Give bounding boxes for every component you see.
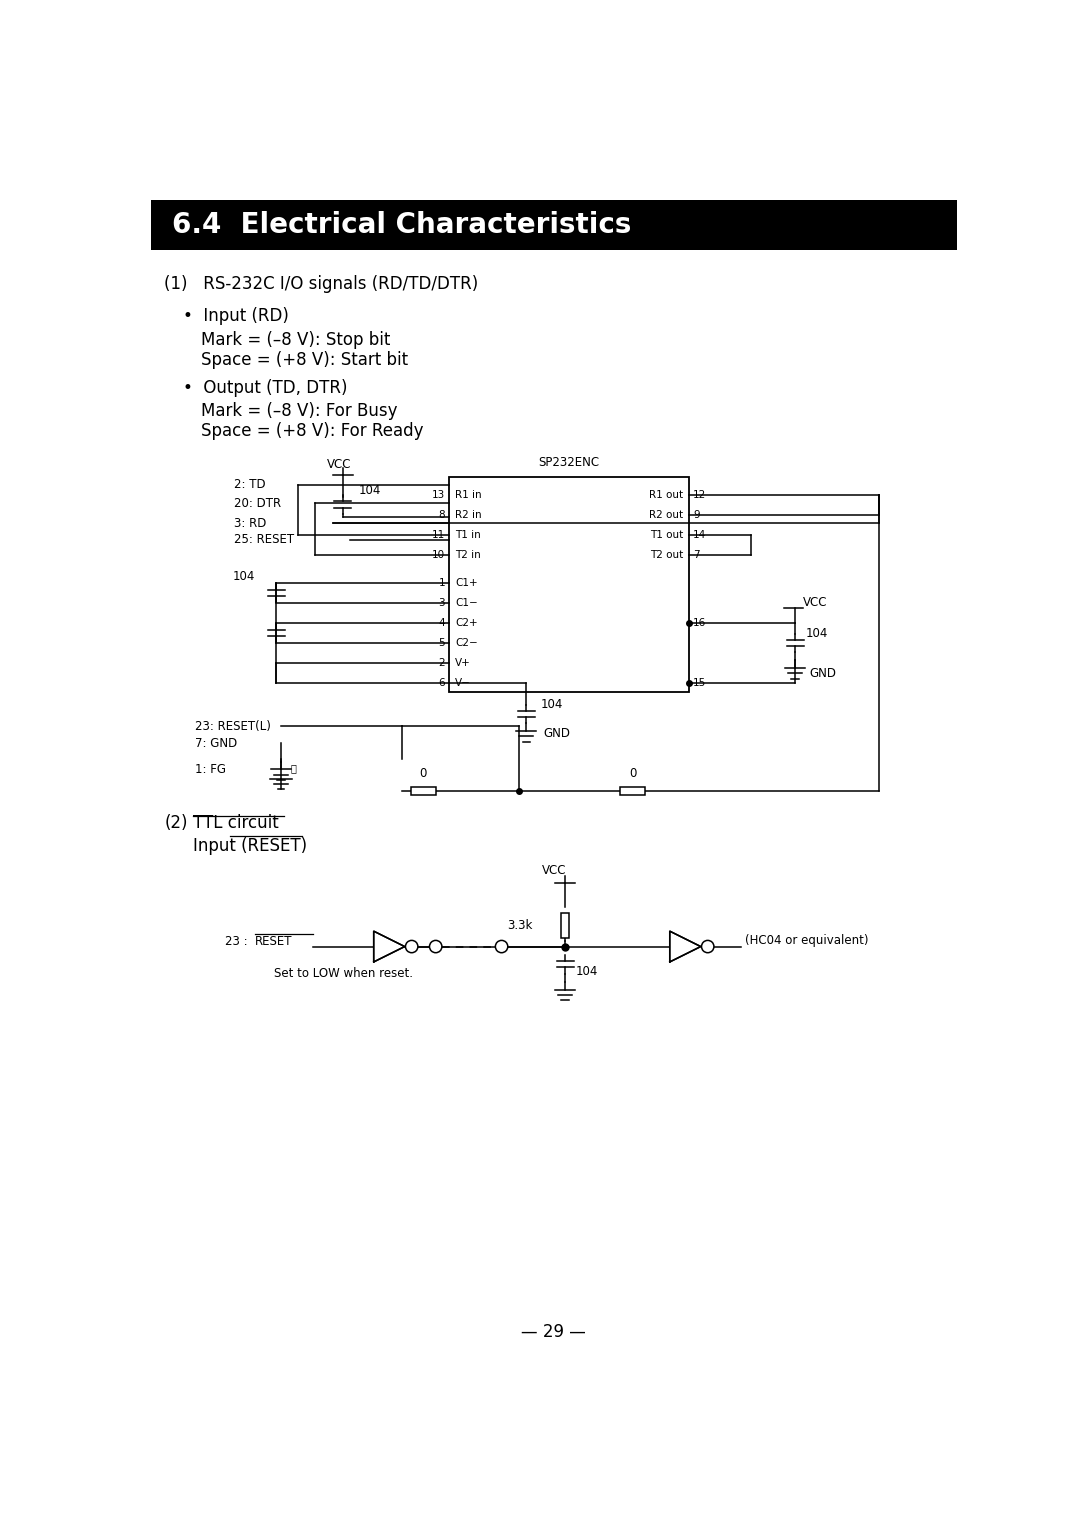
Text: C1−: C1− [455,598,477,609]
Text: RESET: RESET [255,936,293,948]
Circle shape [430,940,442,953]
Text: 1: 1 [438,578,445,589]
Text: 7: 7 [693,550,700,561]
Text: C1+: C1+ [455,578,477,589]
Polygon shape [670,931,701,962]
Text: 23 :: 23 : [225,936,255,948]
Text: 10: 10 [432,550,445,561]
Text: 2: TD: 2: TD [234,479,266,491]
Text: 0: 0 [420,768,427,780]
Text: 15: 15 [693,679,706,688]
Text: R2 out: R2 out [649,511,683,520]
Bar [449,477,689,693]
Bar [561,913,569,939]
Text: VCC: VCC [326,459,351,471]
Text: VCC: VCC [542,864,566,878]
Text: Input (RESET): Input (RESET) [193,838,307,855]
Text: Space = (+8 V): For Ready: Space = (+8 V): For Ready [201,422,423,440]
Text: 104: 104 [232,570,255,584]
Text: 3: RD: 3: RD [234,517,267,529]
Bar [620,787,645,795]
Text: Mark = (–8 V): For Busy: Mark = (–8 V): For Busy [201,402,397,420]
Text: 104: 104 [359,485,380,497]
Text: (1)   RS-232C I/O signals (RD/TD/DTR): (1) RS-232C I/O signals (RD/TD/DTR) [164,275,478,294]
Text: 104: 104 [540,699,563,711]
Text: 6: 6 [438,679,445,688]
Text: GND: GND [809,668,836,680]
Text: 104: 104 [576,965,598,979]
Text: Space = (+8 V): Start bit: Space = (+8 V): Start bit [201,350,408,368]
Text: C2+: C2+ [455,618,477,628]
Text: V−: V− [455,679,471,688]
Text: 4: 4 [438,618,445,628]
Text: V+: V+ [455,657,471,668]
Text: Mark = (–8 V): Stop bit: Mark = (–8 V): Stop bit [201,330,390,349]
Text: R2 in: R2 in [455,511,482,520]
Text: (2): (2) [164,813,188,832]
Text: 13: 13 [432,491,445,500]
Bar [150,200,957,251]
Text: 12: 12 [693,491,706,500]
Text: 25: RESET: 25: RESET [234,534,295,546]
Text: R1 out: R1 out [649,491,683,500]
Circle shape [405,940,418,953]
Text: 2: 2 [438,657,445,668]
Text: C2−: C2− [455,638,477,648]
Text: 1: FG: 1: FG [195,763,227,775]
Text: GND: GND [543,726,570,740]
Text: 3: 3 [438,598,445,609]
Text: ⧖: ⧖ [291,763,297,774]
Circle shape [702,940,714,953]
Text: 11: 11 [432,531,445,540]
Text: T1 in: T1 in [455,531,481,540]
Text: 9: 9 [693,511,700,520]
Circle shape [496,940,508,953]
Text: T2 out: T2 out [650,550,683,561]
Text: T2 in: T2 in [455,550,481,561]
Polygon shape [374,931,405,962]
Text: VCC: VCC [804,596,827,609]
Text: 3.3k: 3.3k [508,919,532,933]
Text: 8: 8 [438,511,445,520]
Text: •  Input (RD): • Input (RD) [183,307,289,326]
Text: 14: 14 [693,531,706,540]
Text: 23: RESET(L): 23: RESET(L) [195,720,271,732]
Text: 6.4  Electrical Characteristics: 6.4 Electrical Characteristics [172,211,632,240]
Bar [410,787,435,795]
Text: SP232ENC: SP232ENC [539,456,599,469]
Text: Set to LOW when reset.: Set to LOW when reset. [274,966,414,980]
Text: 7: GND: 7: GND [195,737,238,749]
Text: R1 in: R1 in [455,491,482,500]
Text: 5: 5 [438,638,445,648]
Text: •  Output (TD, DTR): • Output (TD, DTR) [183,379,348,398]
Text: 104: 104 [806,627,828,639]
Text: 0: 0 [629,768,636,780]
Text: (HC04 or equivalent): (HC04 or equivalent) [745,934,868,946]
Text: TTL circuit: TTL circuit [193,813,279,832]
Text: 20: DTR: 20: DTR [234,497,281,509]
Text: T1 out: T1 out [650,531,683,540]
Text: 16: 16 [693,618,706,628]
Text: — 29 —: — 29 — [521,1323,586,1341]
